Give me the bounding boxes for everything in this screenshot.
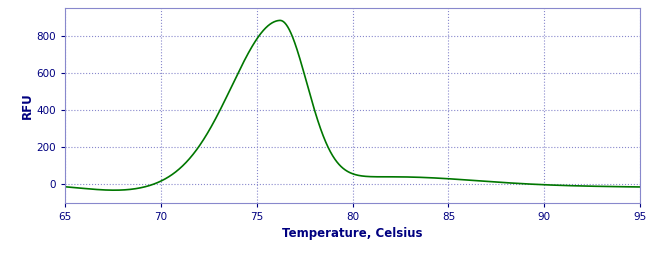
Y-axis label: RFU: RFU xyxy=(21,92,34,119)
X-axis label: Temperature, Celsius: Temperature, Celsius xyxy=(282,228,423,240)
